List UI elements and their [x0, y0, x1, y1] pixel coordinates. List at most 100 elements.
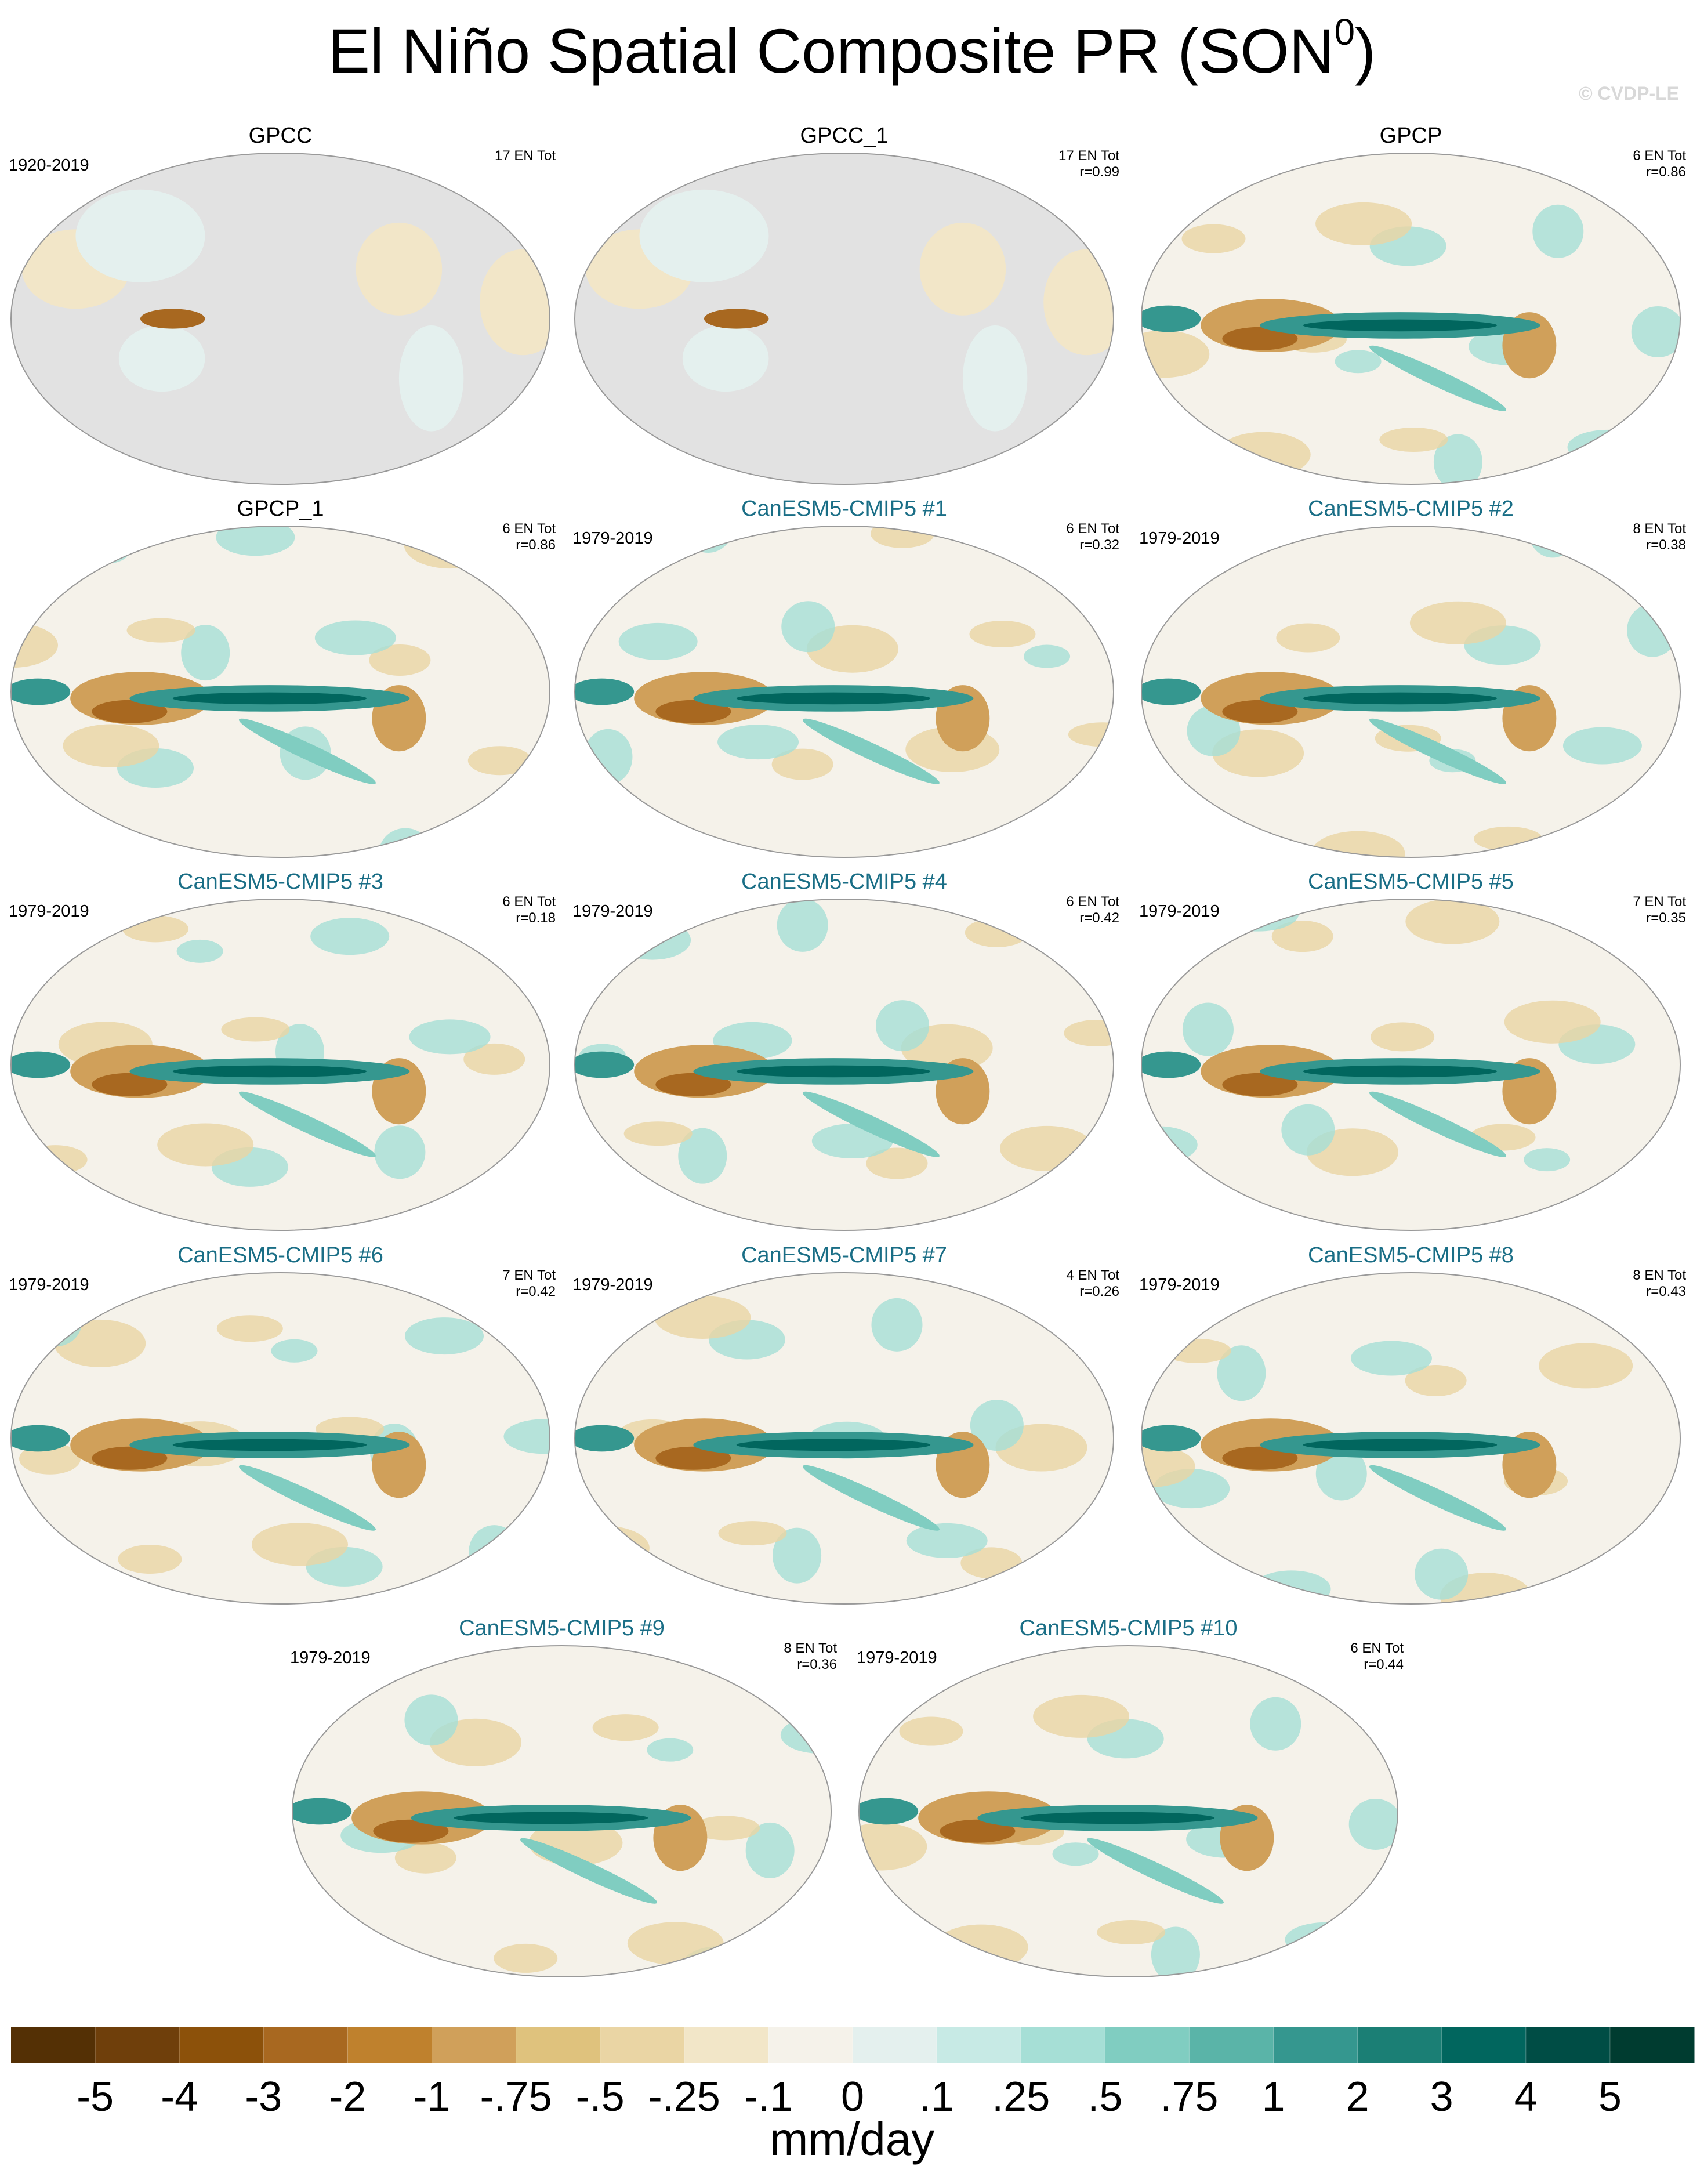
- panel-count: 6 EN Tot: [502, 894, 556, 910]
- colorbar-tick-label: 4: [1514, 2074, 1538, 2120]
- land-area: [75, 189, 205, 282]
- anomaly-patch: [216, 1315, 283, 1342]
- anomaly-patch: [126, 618, 195, 643]
- wet-anomaly: [1369, 1091, 1506, 1157]
- anomaly-patch: [718, 1521, 787, 1546]
- anomaly-patch: [866, 1147, 928, 1179]
- map-outline: [10, 1272, 550, 1605]
- anomaly-patch: [618, 622, 698, 660]
- color-box: [853, 2027, 937, 2063]
- wet-anomaly: [802, 1465, 940, 1531]
- color-box: [1189, 2027, 1274, 2063]
- panel-period: 1979-2019: [9, 1276, 89, 1294]
- anomaly-patch: [682, 526, 734, 553]
- panel-count: 6 EN Tot: [1066, 521, 1119, 537]
- colorbar-tick-label: -.25: [648, 2074, 720, 2120]
- panel-period: 1979-2019: [1139, 1276, 1220, 1294]
- panel-title: CanESM5-CMIP5 #4: [741, 870, 947, 894]
- color-box: [1021, 2027, 1105, 2063]
- anomaly-patch: [23, 1145, 88, 1175]
- color-box: [1609, 2027, 1695, 2063]
- wet-anomaly: [454, 1812, 648, 1824]
- map-field: [575, 1273, 1114, 1604]
- anomaly-patch: [1004, 828, 1101, 857]
- wet-anomaly: [1303, 319, 1498, 332]
- dry-anomaly: [655, 1073, 731, 1096]
- anomaly-patch: [1315, 1447, 1367, 1501]
- dry-anomaly: [140, 309, 205, 329]
- dry-anomaly: [1222, 1073, 1298, 1096]
- panel-period: 1979-2019: [572, 1276, 653, 1294]
- anomaly-patch: [63, 724, 159, 767]
- panel-title: CanESM5-CMIP5 #7: [741, 1243, 947, 1267]
- panel-title: GPCP: [1380, 124, 1442, 148]
- dry-anomaly: [92, 700, 168, 723]
- anomaly-patch: [1315, 202, 1412, 245]
- wet-anomaly: [172, 692, 367, 705]
- anomaly-patch: [28, 526, 95, 544]
- map-field: [11, 526, 550, 857]
- wet-anomaly: [1141, 305, 1201, 332]
- land-area: [480, 249, 550, 356]
- map-field: [575, 899, 1114, 1230]
- anomaly-patch: [1335, 350, 1382, 374]
- wet-anomaly: [1141, 1051, 1201, 1078]
- wet-anomaly: [292, 1798, 352, 1825]
- dry-anomaly: [92, 1446, 168, 1470]
- map-field: [11, 153, 550, 484]
- anomaly-patch: [404, 1694, 458, 1746]
- anomaly-patch: [623, 1121, 693, 1146]
- anomaly-patch: [122, 915, 189, 943]
- anomaly-patch: [1627, 603, 1678, 657]
- colorbar-tick-label: -4: [161, 2074, 198, 2120]
- anomaly-patch: [494, 1943, 558, 1973]
- land-area: [682, 325, 769, 392]
- wet-anomaly: [1303, 1065, 1498, 1078]
- anomaly-patch: [899, 1716, 963, 1746]
- dry-anomaly: [655, 1446, 731, 1470]
- wet-anomaly: [802, 718, 940, 784]
- land-area: [639, 189, 769, 282]
- map-outline: [1141, 526, 1681, 858]
- anomaly-patch: [614, 920, 691, 960]
- color-box: [11, 2027, 96, 2063]
- wet-anomaly: [575, 1425, 635, 1452]
- anomaly-patch: [1217, 1345, 1266, 1401]
- colorbar-unit: mm/day: [770, 2113, 935, 2165]
- wet-anomaly: [11, 1051, 71, 1078]
- colorbar-tick-label: .25: [992, 2074, 1050, 2120]
- anomaly-patch: [1532, 204, 1584, 258]
- panel-title: CanESM5-CMIP5 #10: [1020, 1616, 1238, 1640]
- title-end: ): [1355, 16, 1376, 86]
- map-outline: [292, 1645, 832, 1977]
- map-field: [1141, 1273, 1680, 1604]
- panel-count: 7 EN Tot: [502, 1267, 556, 1283]
- anomaly-patch: [1141, 828, 1205, 857]
- colorbar-tick-label: 0: [841, 2074, 864, 2120]
- anomaly-patch: [1409, 601, 1506, 644]
- anomaly-patch: [1567, 429, 1649, 465]
- anomaly-patch: [1528, 526, 1577, 558]
- color-box: [347, 2027, 432, 2063]
- map-outline: [858, 1645, 1398, 1977]
- panel-correlation: r=0.18: [516, 910, 556, 926]
- dry-anomaly: [1222, 1446, 1298, 1470]
- panel-count: 6 EN Tot: [1066, 894, 1119, 910]
- anomaly-patch: [1562, 727, 1642, 765]
- wet-anomaly: [1020, 1812, 1215, 1824]
- anomaly-patch: [310, 918, 390, 955]
- anomaly-patch: [1276, 623, 1340, 653]
- anomaly-patch: [118, 1545, 182, 1574]
- anomaly-patch: [271, 1339, 318, 1363]
- anomaly-patch: [1064, 1019, 1114, 1046]
- anomaly-patch: [498, 919, 550, 968]
- anomaly-patch: [314, 620, 396, 655]
- color-box: [432, 2027, 517, 2063]
- wet-anomaly: [575, 678, 635, 705]
- anomaly-patch: [1059, 1317, 1114, 1347]
- colorbar-tick-label: -.1: [744, 2074, 793, 2120]
- anomaly-patch: [906, 1523, 988, 1558]
- panel-period: 1979-2019: [290, 1649, 371, 1667]
